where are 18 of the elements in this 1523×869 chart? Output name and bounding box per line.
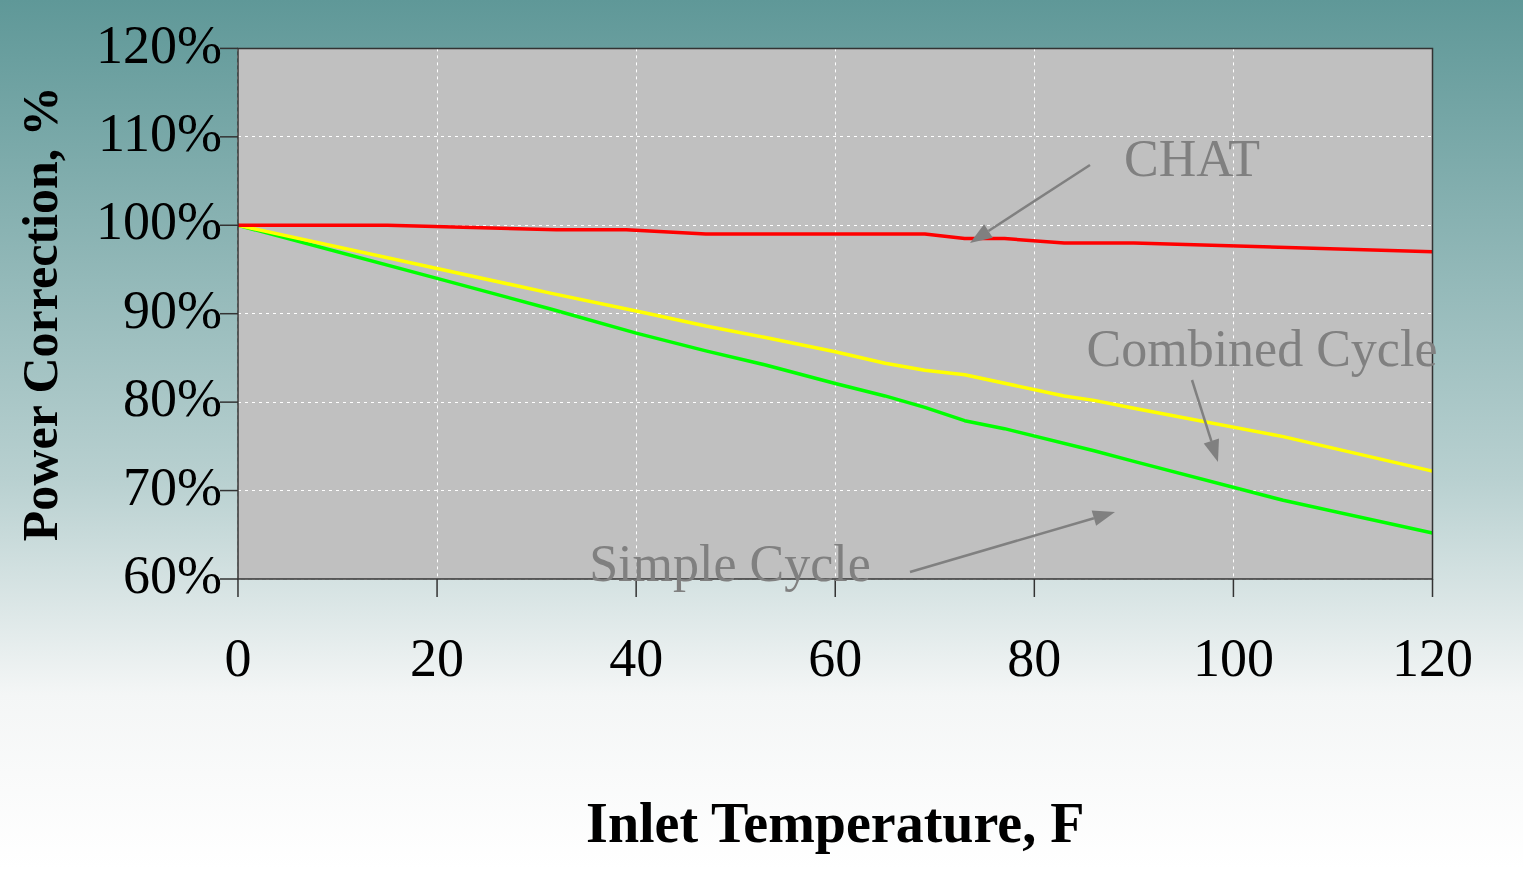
y-tick-label: 100% (96, 191, 222, 252)
y-tick-label: 120% (96, 14, 222, 75)
x-tick-label: 100 (1192, 627, 1274, 688)
x-tick-label: 20 (410, 627, 465, 688)
annotation: Simple Cycle (589, 534, 871, 592)
y-tick-label: 110% (98, 103, 222, 164)
x-tick-label: 0 (224, 627, 252, 688)
x-tick-label: 40 (609, 627, 664, 688)
y-tick-label: 90% (123, 279, 222, 340)
x-tick-label: 120 (1392, 627, 1473, 688)
y-tick-label: 80% (123, 368, 222, 429)
x-axis-title: Inlet Temperature, F (586, 791, 1085, 854)
x-tick-label: 80 (1007, 627, 1062, 688)
y-tick-label: 70% (123, 456, 222, 517)
x-tick-label: 60 (808, 627, 863, 688)
y-tick-label: 60% (123, 545, 222, 606)
y-axis-title: Power Correction, % (11, 86, 68, 542)
annotation: CHAT (1124, 129, 1260, 187)
